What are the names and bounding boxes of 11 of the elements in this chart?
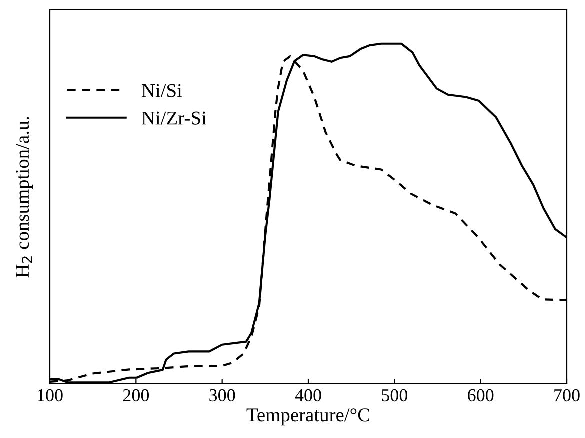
- x-tick-label: 200: [123, 389, 150, 402]
- x-tick-label: 700: [554, 389, 580, 402]
- x-tick-label: 600: [468, 389, 494, 402]
- x-tick-label: 100: [38, 389, 63, 402]
- x-tick-label: 300: [210, 389, 236, 402]
- legend-label: Ni/Zr-Si: [142, 112, 207, 125]
- y-axis-title: H$_{2}$ consumption/a.u.: [16, 117, 34, 278]
- x-tick-label: 500: [382, 389, 408, 402]
- x-axis-title: Temperature/°C: [246, 408, 370, 426]
- legend-label: Ni/Si: [142, 84, 182, 98]
- x-tick-label: 400: [295, 389, 322, 402]
